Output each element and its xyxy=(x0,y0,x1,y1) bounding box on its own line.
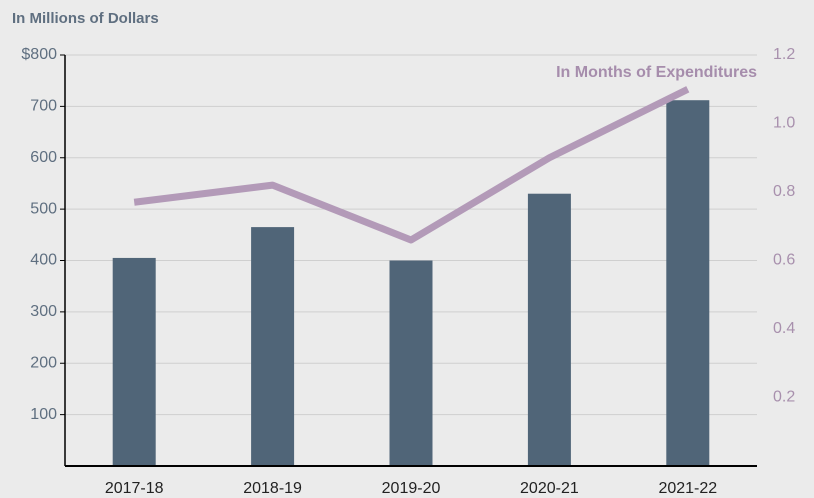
y-tick-label: 500 xyxy=(30,200,57,217)
bar xyxy=(389,260,433,466)
x-tick-label: 2021-22 xyxy=(658,480,717,497)
y-tick-label: 700 xyxy=(30,98,57,115)
line-label: In Months of Expenditures xyxy=(556,64,757,81)
y-tick-label: $800 xyxy=(21,46,57,63)
y-tick-label: 200 xyxy=(30,354,57,371)
y-axis-label: In Millions of Dollars xyxy=(12,10,159,27)
x-tick-label: 2018-19 xyxy=(243,480,302,497)
line xyxy=(133,86,690,244)
y-tick-label: 100 xyxy=(30,406,57,423)
bar xyxy=(666,100,710,467)
y-tick-label: 400 xyxy=(30,252,57,269)
x-tick-label: 2020-21 xyxy=(520,480,579,497)
y2-tick-label: 1.0 xyxy=(773,115,795,132)
x-tick-label: 2019-20 xyxy=(382,480,441,497)
y2-tick-label: 0.6 xyxy=(773,252,795,269)
y2-tick-label: 0.2 xyxy=(773,389,795,406)
y-tick-label: 300 xyxy=(30,303,57,320)
x-tick-label: 2017-18 xyxy=(105,480,164,497)
y2-tick-label: 1.2 xyxy=(773,46,795,63)
y2-tick-label: 0.4 xyxy=(773,320,795,337)
bar xyxy=(251,227,295,466)
y-tick-label: 600 xyxy=(30,149,57,166)
bar xyxy=(112,257,156,466)
y2-tick-label: 0.8 xyxy=(773,183,795,200)
bar xyxy=(527,193,571,466)
